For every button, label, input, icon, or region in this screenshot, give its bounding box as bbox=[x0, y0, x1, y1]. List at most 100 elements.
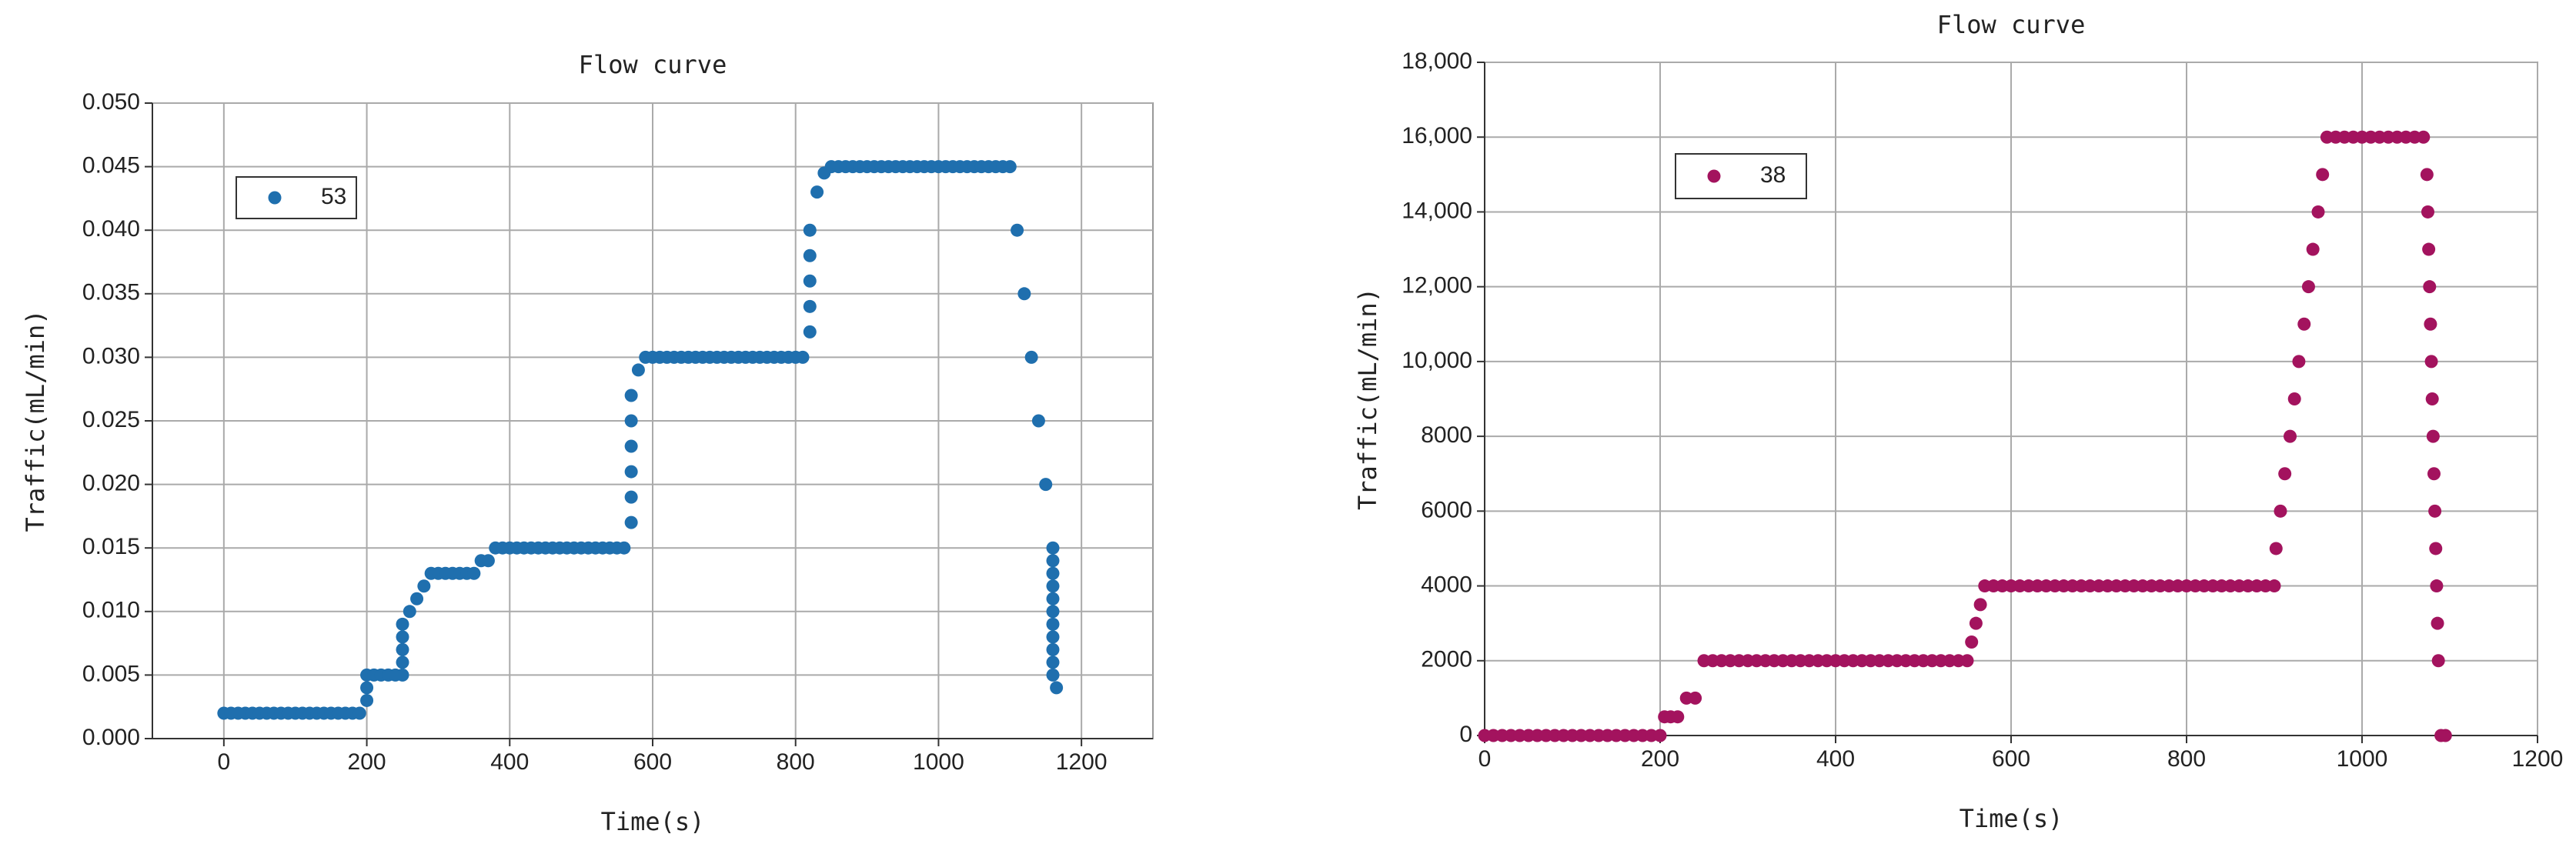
data-point bbox=[2316, 168, 2330, 182]
legend-label: 38 bbox=[1760, 162, 1786, 188]
x-tick-label: 1000 bbox=[913, 749, 964, 775]
data-point bbox=[1046, 668, 1060, 682]
data-point bbox=[1031, 414, 1045, 428]
y-tick-label: 0.015 bbox=[82, 534, 140, 559]
y-tick-label: 4000 bbox=[1421, 572, 1472, 597]
data-point bbox=[417, 579, 431, 593]
x-tick-label: 200 bbox=[1641, 746, 1679, 772]
y-tick-label: 0 bbox=[1459, 722, 1472, 747]
data-point bbox=[352, 706, 366, 720]
data-point bbox=[1046, 656, 1060, 669]
y-tick-label: 0.020 bbox=[82, 471, 140, 496]
data-point bbox=[396, 630, 409, 644]
data-point bbox=[2431, 616, 2444, 630]
data-point bbox=[2311, 205, 2325, 219]
y-tick-label: 14,000 bbox=[1402, 198, 1472, 223]
x-tick-label: 800 bbox=[2167, 746, 2206, 772]
data-point bbox=[2427, 467, 2441, 481]
data-point bbox=[2274, 504, 2287, 518]
data-point bbox=[1689, 691, 1702, 705]
data-point bbox=[403, 605, 416, 619]
y-tick-label: 2000 bbox=[1421, 647, 1472, 672]
data-point bbox=[2426, 429, 2440, 443]
data-point bbox=[396, 617, 409, 631]
data-point bbox=[1003, 160, 1017, 174]
data-point bbox=[360, 693, 374, 707]
x-tick-label: 0 bbox=[1478, 746, 1492, 772]
data-point bbox=[1050, 681, 1064, 695]
data-point bbox=[617, 541, 631, 555]
data-point bbox=[631, 363, 645, 377]
y-tick-label: 0.045 bbox=[82, 153, 140, 178]
data-point bbox=[1046, 605, 1060, 619]
x-tick-label: 600 bbox=[1992, 746, 2030, 772]
data-point bbox=[2425, 392, 2439, 405]
data-point bbox=[467, 566, 481, 580]
data-point bbox=[2297, 317, 2311, 331]
data-point bbox=[2306, 242, 2320, 256]
x-tick-label: 1200 bbox=[1056, 749, 1108, 775]
x-tick-label: 600 bbox=[633, 749, 672, 775]
data-point bbox=[1653, 729, 1667, 742]
data-point bbox=[2417, 130, 2431, 144]
x-tick-label: 1000 bbox=[2337, 746, 2388, 772]
data-point bbox=[1046, 541, 1060, 555]
data-point bbox=[2424, 355, 2438, 369]
data-point bbox=[1017, 287, 1031, 301]
y-tick-label: 0.025 bbox=[82, 407, 140, 432]
y-axis-label: Traffic(mL/min) bbox=[1353, 288, 1382, 510]
data-point bbox=[2424, 317, 2437, 331]
data-point bbox=[1046, 617, 1060, 631]
data-point bbox=[1960, 654, 1974, 668]
data-point bbox=[803, 249, 817, 262]
data-point bbox=[1039, 478, 1053, 492]
data-point bbox=[360, 681, 374, 695]
data-point bbox=[2284, 429, 2297, 443]
x-tick-label: 0 bbox=[218, 749, 231, 775]
data-point bbox=[2422, 242, 2436, 256]
data-point bbox=[624, 490, 638, 504]
y-tick-label: 16,000 bbox=[1402, 123, 1472, 148]
y-tick-label: 0.030 bbox=[82, 343, 140, 369]
chart-title: Flow curve bbox=[1937, 10, 2086, 39]
data-point bbox=[2287, 392, 2301, 405]
data-point bbox=[2269, 542, 2283, 555]
data-point bbox=[2429, 542, 2443, 555]
data-point bbox=[396, 656, 409, 669]
legend-marker bbox=[1707, 169, 1721, 183]
data-point bbox=[2431, 654, 2445, 668]
data-point bbox=[2292, 355, 2306, 369]
data-point bbox=[803, 325, 817, 339]
data-point bbox=[1969, 616, 1983, 630]
data-point bbox=[803, 223, 817, 237]
legend-label: 53 bbox=[321, 184, 346, 209]
data-point bbox=[396, 642, 409, 656]
data-point bbox=[2301, 280, 2315, 294]
y-tick-label: 8000 bbox=[1421, 422, 1472, 448]
data-point bbox=[1046, 592, 1060, 605]
x-tick-label: 200 bbox=[348, 749, 386, 775]
x-axis-label: Time(s) bbox=[601, 807, 705, 836]
data-point bbox=[2438, 729, 2452, 742]
data-point bbox=[624, 389, 638, 402]
y-tick-label: 0.010 bbox=[82, 598, 140, 623]
data-point bbox=[1046, 630, 1060, 644]
x-tick-label: 1200 bbox=[2512, 746, 2564, 772]
data-point bbox=[396, 668, 409, 682]
data-point bbox=[2430, 579, 2444, 593]
data-point bbox=[2267, 579, 2281, 593]
y-tick-label: 12,000 bbox=[1402, 273, 1472, 299]
data-point bbox=[1011, 223, 1024, 237]
x-axis-label: Time(s) bbox=[1960, 804, 2063, 833]
y-tick-label: 18,000 bbox=[1402, 48, 1472, 74]
y-tick-label: 10,000 bbox=[1402, 348, 1472, 373]
data-point bbox=[2421, 205, 2434, 219]
data-point bbox=[1046, 642, 1060, 656]
data-point bbox=[1046, 579, 1060, 593]
x-tick-label: 400 bbox=[1816, 746, 1855, 772]
data-point bbox=[796, 350, 810, 364]
x-tick-label: 400 bbox=[490, 749, 529, 775]
data-point bbox=[1973, 598, 1987, 612]
data-point bbox=[624, 465, 638, 479]
